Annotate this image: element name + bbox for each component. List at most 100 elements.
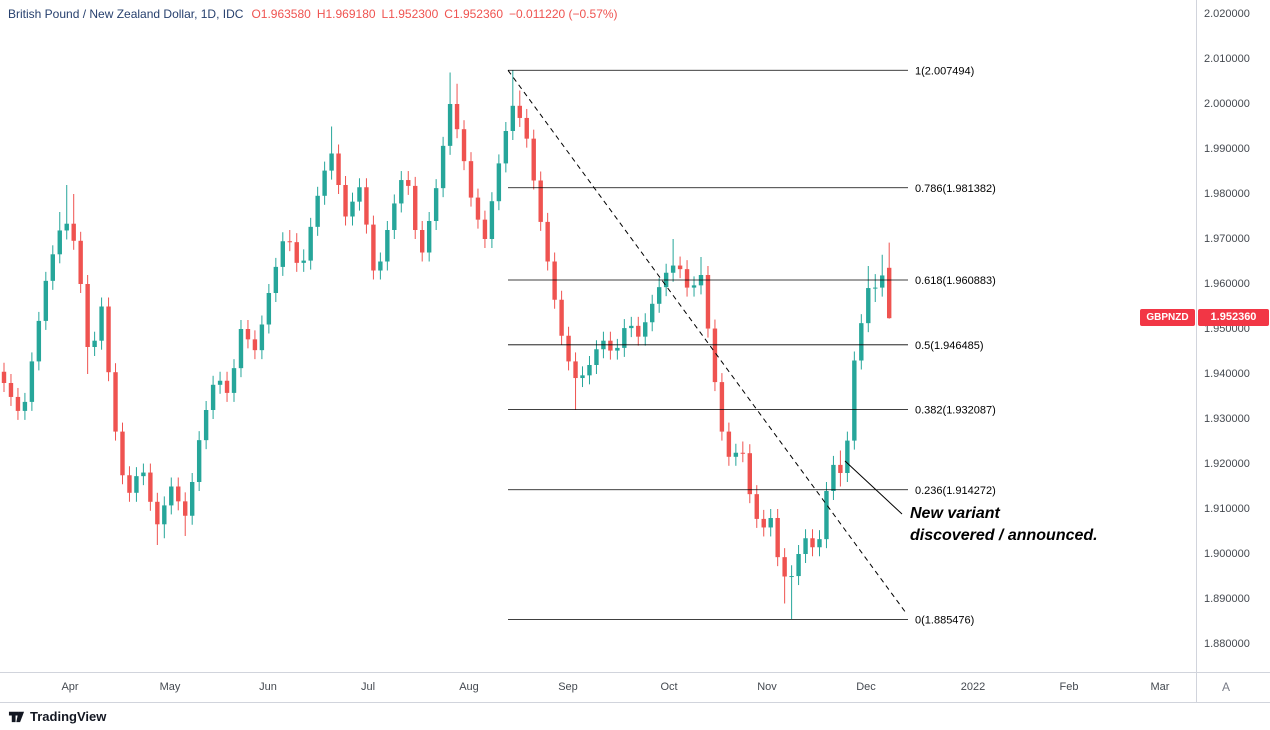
price-axis-label: 1.920000 (1204, 458, 1250, 470)
candle-body (740, 452, 746, 454)
candle-body (426, 221, 432, 253)
fib-level-label: 0.236(1.914272) (915, 485, 996, 497)
price-axis-label: 1.910000 (1204, 503, 1250, 515)
candle-body (420, 230, 425, 253)
fib-level-label: 0.382(1.932087) (915, 405, 996, 417)
candle-body (503, 131, 509, 164)
candle-body (78, 240, 83, 284)
candle-body (594, 349, 599, 365)
candle-body (496, 163, 502, 202)
candle-body (43, 280, 49, 321)
candle-body (385, 230, 390, 262)
candle-body (768, 518, 773, 528)
candle-body (238, 329, 244, 369)
candle-body (559, 299, 564, 336)
price-axis-label: 2.000000 (1204, 98, 1250, 110)
candle-body (566, 335, 571, 362)
candle-body (489, 201, 495, 239)
candle-body (859, 323, 864, 361)
chart-legend: British Pound / New Zealand Dollar, 1D, … (8, 7, 624, 21)
candle-body (677, 265, 683, 270)
candle-body (266, 293, 272, 325)
fib-level-label: 0.786(1.981382) (915, 183, 996, 195)
candle-body (22, 401, 28, 411)
candle-body (775, 518, 780, 558)
candle-body (176, 486, 181, 502)
candlestick-plot[interactable]: 1(2.007494) 0.786(1.981382) 0.618(1.960883… (0, 0, 1196, 672)
candle-body (127, 475, 132, 493)
candle-body (712, 328, 718, 383)
candle-body (64, 223, 69, 231)
candle-body (573, 361, 578, 379)
price-axis[interactable]: 2.020000 2.010000 2.000000 1.990000 1.980000… (1196, 0, 1270, 672)
time-axis-label: Aug (459, 681, 479, 693)
candle-body (287, 241, 292, 243)
chart-plot-area[interactable]: 1(2.007494) 0.786(1.981382) 0.618(1.960883… (0, 0, 1196, 672)
ohlc-open: O1.963580 (251, 7, 311, 21)
candle-body (886, 267, 892, 319)
auto-scale-button[interactable]: A (1222, 680, 1231, 694)
candle-body (364, 187, 369, 225)
time-axis-label: Mar (1150, 681, 1170, 693)
tradingview-logo-link[interactable]: TradingView (8, 708, 106, 725)
candle-body (106, 306, 111, 373)
candle-body (754, 494, 759, 519)
candle-body (803, 538, 808, 554)
candle-body (552, 261, 557, 300)
candle-body (371, 224, 376, 271)
candle-body (203, 410, 209, 441)
candle-body (224, 380, 230, 393)
candle-body (684, 269, 690, 288)
candle-body (36, 320, 42, 362)
candle-body (580, 375, 585, 379)
symbol-title[interactable]: British Pound / New Zealand Dollar, 1D, … (8, 7, 244, 21)
candle-body (824, 491, 829, 540)
candle-body (336, 153, 341, 185)
candle-body (517, 105, 522, 118)
candle-body (378, 261, 383, 271)
candle-body (308, 226, 313, 261)
candle-body (357, 187, 362, 202)
ohlc-high: H1.969180 (316, 7, 376, 21)
candle-body (796, 554, 801, 577)
fib-level-label: 0.5(1.946485) (915, 340, 984, 352)
candle-body (196, 440, 202, 482)
fib-level-label: 1(2.007494) (915, 65, 974, 77)
candle-body (99, 306, 104, 341)
ohlc-low: L1.952300 (381, 7, 439, 21)
time-axis-label: Jun (259, 681, 277, 693)
candle-body (782, 557, 787, 577)
time-axis[interactable]: Apr May Jun Jul Aug Sep Oct Nov Dec 2022 Feb Mar A (0, 672, 1270, 703)
candle-body (315, 195, 320, 227)
price-axis-label: 1.970000 (1204, 233, 1250, 245)
candle-body (831, 464, 836, 491)
annotation-text-line2[interactable]: discovered / announced. (910, 527, 1098, 544)
price-axis-label: 2.010000 (1204, 53, 1250, 65)
trendline[interactable] (507, 69, 906, 612)
time-axis-label: Apr (61, 681, 79, 693)
price-axis-label: 1.940000 (1204, 368, 1250, 380)
axis-separator (1196, 673, 1197, 703)
price-axis-label: 2.020000 (1204, 8, 1250, 20)
price-axis-label: 1.900000 (1204, 548, 1250, 560)
candle-body (113, 372, 118, 432)
candle-body (656, 287, 662, 304)
current-price-label: 1.952360 (1198, 309, 1269, 327)
candle-body (789, 576, 794, 578)
price-axis-label: 1.990000 (1204, 143, 1250, 155)
candle-body (343, 185, 348, 217)
ohlc-change: −0.011220 (−0.57%) (509, 7, 618, 21)
candle-body (810, 538, 815, 548)
candle-body (691, 285, 697, 288)
time-axis-label: Feb (1059, 681, 1079, 693)
candle-body (350, 201, 355, 217)
annotation-text-line1[interactable]: New variant (910, 505, 1000, 522)
candle-body (406, 180, 411, 186)
candle-body (838, 464, 843, 473)
candle-body (747, 453, 752, 495)
candle-body (454, 104, 460, 130)
candle-body (643, 322, 648, 337)
price-axis-label: 1.960000 (1204, 278, 1250, 290)
annotation-pointer-line[interactable] (844, 460, 903, 515)
